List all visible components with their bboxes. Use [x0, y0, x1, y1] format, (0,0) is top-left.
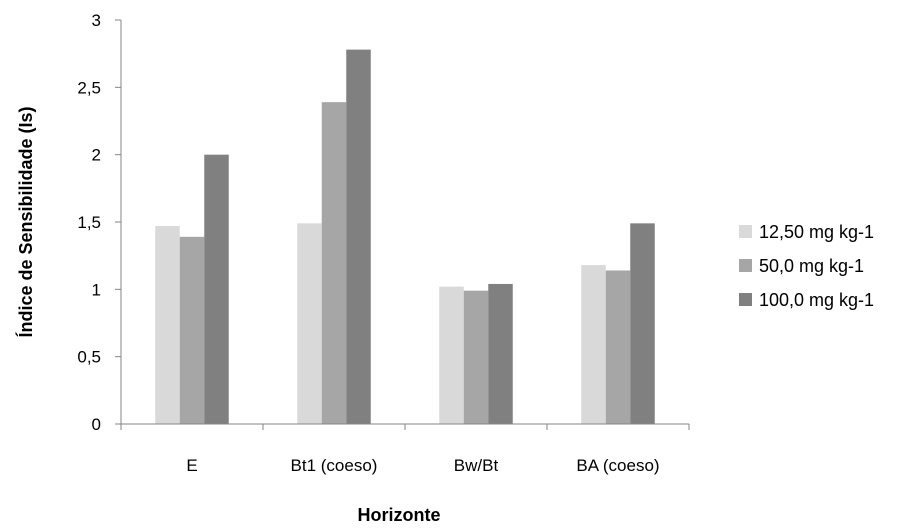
bars — [155, 49, 655, 424]
x-tick-label: E — [186, 456, 197, 475]
legend-label: 50,0 mg kg-1 — [759, 256, 864, 276]
bar — [630, 223, 655, 424]
y-axis-title: Índice de Sensibilidade (Is) — [15, 106, 36, 337]
x-axis-title: Horizonte — [358, 505, 441, 525]
y-tick-label: 2,5 — [77, 78, 101, 97]
bar — [155, 226, 180, 424]
bar — [581, 265, 606, 424]
bar — [321, 102, 347, 424]
x-tick-label: BA (coeso) — [576, 456, 659, 475]
legend-label: 12,50 mg kg-1 — [759, 222, 874, 242]
x-tick-label: Bw/Bt — [454, 456, 499, 475]
y-tick-label: 0,5 — [77, 348, 101, 367]
bar — [297, 223, 322, 424]
legend-swatch — [739, 259, 752, 272]
bar — [605, 270, 631, 424]
x-tick-label: Bt1 (coeso) — [291, 456, 378, 475]
bar — [179, 236, 205, 424]
bar — [204, 154, 229, 424]
bar — [439, 286, 464, 424]
y-tick-label: 0 — [92, 415, 101, 434]
bar — [488, 283, 513, 424]
legend-swatch — [739, 293, 752, 306]
legend: 12,50 mg kg-1 50,0 mg kg-1 100,0 mg kg-1 — [739, 222, 874, 310]
y-tick-label: 3 — [92, 11, 101, 30]
legend-label: 100,0 mg kg-1 — [759, 290, 874, 310]
legend-swatch — [739, 225, 752, 238]
bar — [346, 49, 371, 424]
y-tick-label: 1 — [92, 280, 101, 299]
x-axis-ticks: E Bt1 (coeso) Bw/Bt BA (coeso) — [120, 424, 690, 475]
bar — [463, 290, 489, 424]
y-tick-label: 1,5 — [77, 213, 101, 232]
y-axis-ticks: 0 0,5 1 1,5 2 2,5 3 — [77, 11, 121, 434]
y-tick-label: 2 — [92, 146, 101, 165]
